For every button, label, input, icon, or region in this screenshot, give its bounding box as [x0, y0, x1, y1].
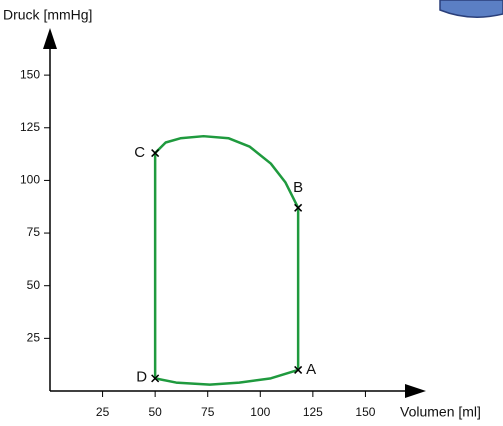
x-tick-label: 50 — [148, 405, 162, 419]
point-label: D — [136, 368, 147, 385]
x-tick-label: 25 — [96, 405, 110, 419]
x-tick-label: 150 — [355, 405, 375, 419]
y-tick-label: 125 — [20, 120, 40, 134]
y-axis-label: Druck [mmHg] — [3, 7, 92, 23]
chart: Druck [mmHg] Volumen [ml] 25 50 75 100 125 15… — [0, 0, 503, 426]
y-tick-label: 50 — [27, 278, 41, 292]
y-tick-label: 150 — [20, 67, 40, 81]
point-label: C — [134, 144, 145, 161]
page: {"chart_data": {"type": "line", "y_label… — [0, 0, 503, 426]
y-tick-label: 25 — [27, 331, 41, 345]
y-axis-arrow — [43, 28, 57, 49]
point-label: A — [306, 361, 316, 378]
x-tick-label: 100 — [250, 405, 270, 419]
y-tick-label: 75 — [27, 225, 41, 239]
x-tick-label: 75 — [201, 405, 215, 419]
y-tick-label: 100 — [20, 173, 40, 187]
x-axis-arrow — [405, 384, 426, 398]
x-axis-label: Volumen [ml] — [400, 404, 481, 420]
pv-loop — [155, 136, 298, 384]
point-label: B — [293, 179, 303, 196]
x-tick-label: 125 — [303, 405, 323, 419]
decoration — [440, 0, 503, 17]
